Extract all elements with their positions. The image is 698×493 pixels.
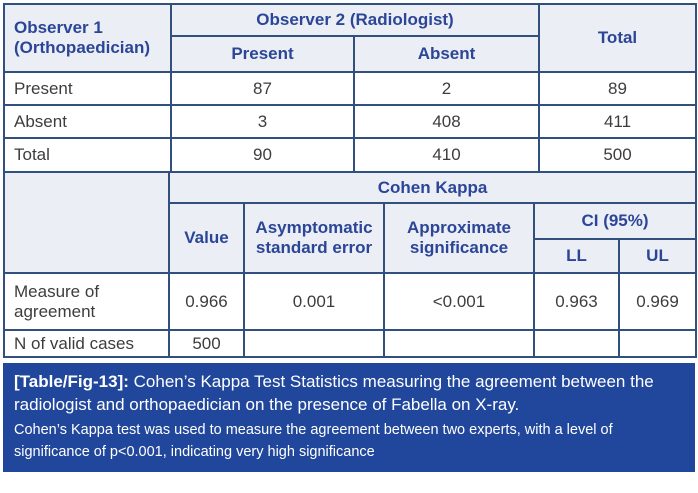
cell-absent-absent: 408 (353, 104, 540, 139)
cell-kappa-sig: <0.001 (383, 272, 535, 331)
caption-tag: [Table/Fig-13]: (14, 372, 129, 391)
kappa-table: Cohen Kappa Value Asymptomatic standard … (3, 171, 698, 358)
table-row-measure-of-agreement: Measure of agreement 0.966 0.001 <0.001 … (3, 272, 698, 331)
cell-absent-present: 3 (170, 104, 355, 139)
total-header-cell: Total (538, 3, 697, 73)
cell-empty (533, 329, 620, 358)
absent-column-header: Absent (353, 35, 540, 73)
kappa-title-row: Cohen Kappa (3, 171, 698, 274)
header-row-present-absent: Present Absent (4, 35, 696, 73)
cell-empty (617, 329, 698, 358)
cell-empty (243, 329, 385, 358)
ci-subheader-row: LL UL (4, 238, 698, 274)
row-label: Measure of agreement (3, 272, 170, 331)
contingency-table: Observer 1 (Orthopaedician) Observer 2 (… (3, 3, 697, 173)
cell-present-present: 87 (170, 71, 355, 106)
observer2-header-cell: Observer 2 (Radiologist) (170, 3, 540, 37)
observer1-header-cell: Observer 1 (Orthopaedician) (3, 3, 172, 73)
approximate-sig-column-header: Approximate significance (383, 202, 535, 274)
caption-text: Cohen’s Kappa Test Statistics measuring … (14, 372, 654, 414)
ci-column-header: CI (95%) (532, 202, 698, 240)
row-label: Present (3, 71, 172, 106)
cell-total-present: 90 (170, 137, 355, 173)
caption-note: Cohen’s Kappa test was used to measure t… (14, 421, 613, 460)
row-label: Absent (3, 104, 172, 139)
table-row-total: Total 90 410 500 (3, 137, 697, 173)
table-caption: [Table/Fig-13]: Cohen’s Kappa Test Stati… (3, 363, 695, 473)
present-column-header: Present (170, 35, 355, 73)
kappa-title-cell: Cohen Kappa (167, 171, 698, 204)
asymptomatic-se-column-header: Asymptomatic standard error (243, 202, 385, 274)
row-label: Total (3, 137, 172, 173)
kappa-empty-corner-cell (3, 171, 170, 274)
ul-column-header: UL (617, 238, 698, 274)
row-label: N of valid cases (3, 329, 170, 358)
value-column-header: Value (168, 202, 245, 274)
cell-absent-total: 411 (538, 104, 697, 139)
caption-main: [Table/Fig-13]: Cohen’s Kappa Test Stati… (14, 371, 684, 417)
cell-present-absent: 2 (353, 71, 540, 106)
cell-total-absent: 410 (353, 137, 540, 173)
cell-total-total: 500 (538, 137, 697, 173)
cell-kappa-value: 0.966 (168, 272, 245, 331)
cell-kappa-se: 0.001 (243, 272, 385, 331)
table-row-absent: Absent 3 408 411 (3, 104, 697, 139)
table-row-n-valid-cases: N of valid cases 500 (3, 329, 698, 358)
table-row-present: Present 87 2 89 (3, 71, 697, 106)
kappa-header-row: Value Asymptomatic standard error Approx… (4, 202, 698, 274)
cell-n-value: 500 (168, 329, 245, 358)
cell-present-total: 89 (538, 71, 697, 106)
ll-column-header: LL (533, 238, 620, 274)
cell-kappa-ll: 0.963 (533, 272, 620, 331)
page: Observer 1 (Orthopaedician) Observer 2 (… (3, 3, 698, 473)
cell-empty (383, 329, 535, 358)
cell-kappa-ul: 0.969 (617, 272, 698, 331)
header-row-observer2: Observer 1 (Orthopaedician) Observer 2 (… (3, 3, 697, 73)
